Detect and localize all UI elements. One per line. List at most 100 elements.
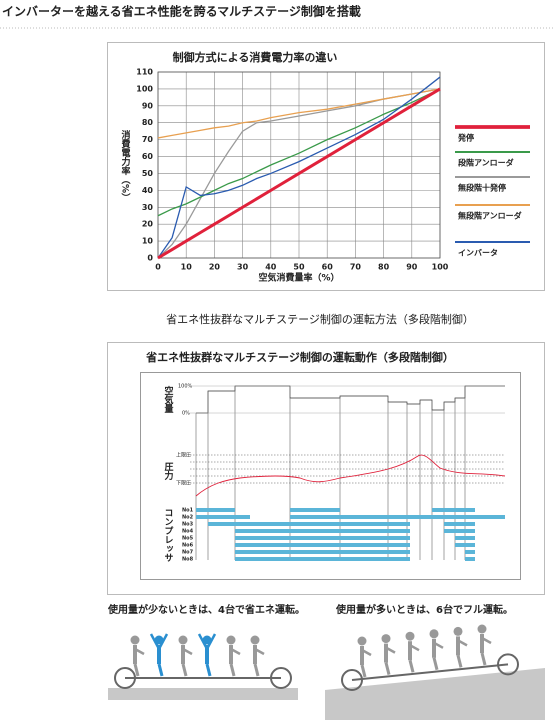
rider-leg	[205, 663, 212, 677]
rider-arms	[481, 636, 492, 645]
rider-arms	[149, 633, 169, 652]
rider-leg	[384, 662, 391, 675]
rider-head	[477, 624, 487, 634]
x-axis-label: 空気消費量率（%）	[258, 272, 339, 284]
rider-leg	[360, 664, 367, 678]
illustration-caption: 使用量が多いときは、6台でフル運転。	[335, 603, 513, 616]
x-tick-label: 0	[155, 263, 161, 272]
slope	[325, 668, 545, 720]
plot-frame	[157, 71, 441, 259]
compressor-run-bar	[465, 550, 475, 554]
legend-label: 無段階アンローダ	[458, 211, 522, 221]
x-tick-label: 100	[432, 263, 449, 272]
y-axis-label: 消費電力率（%）	[120, 129, 132, 202]
air-min-label: 0%	[182, 411, 190, 417]
air-label: 空気量	[163, 385, 174, 414]
compressor-run-bar	[290, 508, 340, 512]
compressor-run-bar	[235, 557, 410, 561]
pressure-curve	[195, 454, 506, 497]
compressor-run-bar	[444, 529, 475, 533]
compressor-run-bar	[455, 543, 475, 547]
unit-label: No7	[182, 550, 194, 556]
y-tick-label: 90	[142, 101, 154, 110]
diagram-inner-frame	[140, 372, 521, 580]
compressor-run-bar	[235, 543, 410, 547]
series-line	[157, 87, 441, 260]
compressor-run-bar	[455, 536, 475, 540]
unit-label: No2	[182, 515, 194, 521]
compressor-run-bar	[196, 508, 235, 512]
pressure-label: 圧力	[163, 462, 174, 481]
unit-label: No6	[182, 543, 194, 549]
illustration-caption: 使用量が少ないときは、4台で省エネ運転。	[107, 603, 305, 616]
unit-label: No5	[182, 536, 194, 542]
compressor-run-bar	[290, 515, 505, 519]
header-title: インバーターを越える省エネ性能を誇るマルチステージ制御を搭載	[2, 4, 361, 19]
pressure-lower-label: 下限圧	[176, 480, 191, 487]
air-max-label: 100%	[178, 384, 193, 390]
compressor-run-bar	[235, 536, 410, 540]
air-waveform	[196, 385, 505, 414]
x-tick-label: 40	[265, 263, 277, 272]
rider-arms	[457, 639, 468, 647]
rider-leg	[432, 657, 439, 671]
rider-leg	[133, 663, 140, 677]
y-tick-label: 0	[147, 254, 153, 263]
diagram-title: 省エネ性抜群なマルチステージ制御の運転動作（多段階制御）	[145, 350, 454, 364]
y-tick-label: 40	[142, 186, 154, 195]
rider-leg	[181, 663, 188, 677]
rider-arms	[230, 647, 241, 656]
y-tick-label: 100	[136, 84, 153, 93]
y-tick-label: 20	[142, 220, 154, 229]
legend-label: 無段階十発停	[458, 183, 506, 193]
series-line	[157, 76, 441, 259]
x-tick-label: 80	[378, 263, 390, 272]
compressor-run-bar	[444, 522, 475, 526]
legend-label: インバータ	[458, 248, 498, 258]
rider-head	[453, 626, 463, 636]
rider-head	[429, 629, 439, 639]
unit-label: No8	[182, 557, 194, 563]
y-tick-label: 70	[142, 135, 154, 144]
y-tick-label: 110	[136, 68, 153, 77]
rider-arms	[385, 646, 396, 654]
chart-frame	[107, 42, 545, 291]
y-tick-label: 80	[142, 118, 154, 127]
x-tick-label: 60	[322, 263, 334, 272]
rider-arms	[134, 647, 145, 656]
pressure-upper-label: 上限圧	[176, 452, 191, 459]
rider-head	[381, 634, 391, 644]
x-tick-label: 10	[181, 263, 193, 272]
rider-arms	[409, 644, 420, 652]
rider-leg	[456, 655, 463, 668]
rider-head	[250, 635, 260, 645]
rider-leg	[253, 663, 260, 677]
bike-frame	[351, 663, 509, 681]
rider-leg	[229, 663, 236, 677]
compressor-run-bar	[432, 508, 475, 512]
rider-leg	[157, 663, 164, 677]
rider-head	[178, 635, 188, 645]
unit-label: No3	[182, 522, 194, 528]
rider-arms	[197, 633, 217, 652]
rider-head	[405, 631, 415, 641]
compressor-run-bar	[196, 515, 250, 519]
rider-arms	[182, 647, 193, 656]
y-tick-label: 10	[142, 237, 154, 246]
y-tick-label: 50	[142, 169, 154, 178]
series-line	[157, 88, 441, 139]
unit-label: No4	[182, 529, 194, 535]
x-tick-label: 30	[237, 263, 249, 272]
x-tick-label: 70	[350, 263, 362, 272]
rider-leg	[408, 659, 415, 673]
legend-label: 段階アンローダ	[458, 158, 514, 168]
x-tick-label: 90	[406, 263, 418, 272]
unit-label: No1	[182, 508, 194, 514]
legend-label: 発停	[457, 133, 474, 143]
series-line	[157, 88, 441, 217]
compressor-run-bar	[465, 557, 475, 561]
y-tick-label: 60	[142, 152, 154, 161]
